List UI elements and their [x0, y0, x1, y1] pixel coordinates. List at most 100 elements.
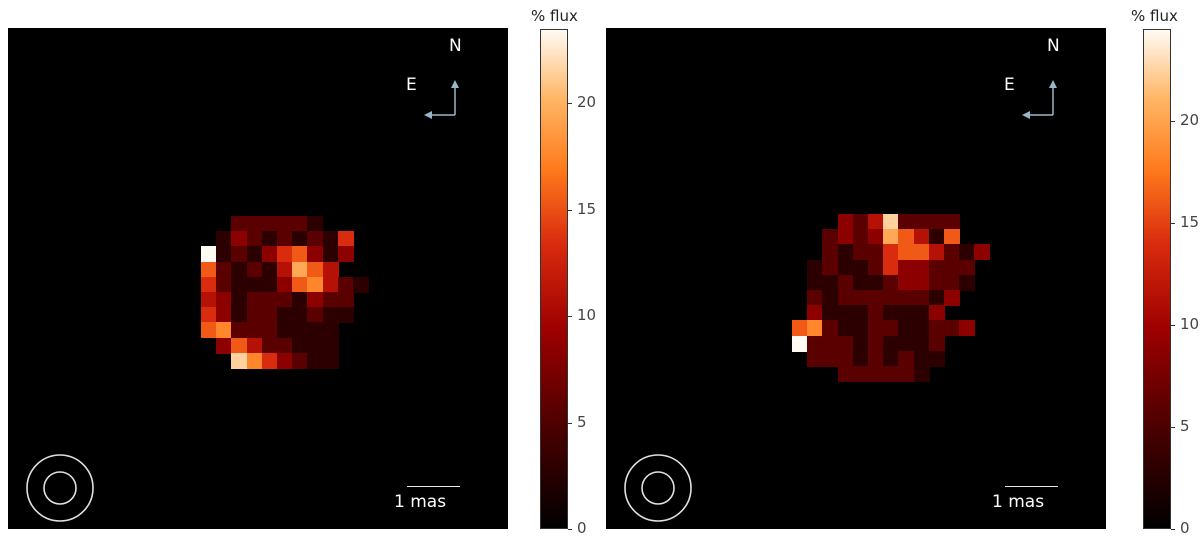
flux-pixel [307, 231, 324, 248]
flux-pixel [246, 276, 263, 293]
flux-pixel [337, 231, 354, 248]
flux-pixel [322, 276, 339, 293]
flux-pixel [868, 350, 884, 367]
colorbar-left [540, 29, 568, 529]
flux-pixel [201, 276, 217, 293]
flux-pixel [337, 276, 354, 293]
flux-pixel [913, 214, 930, 230]
flux-pixel [261, 276, 278, 293]
flux-pixel [807, 320, 824, 337]
flux-pixel [852, 335, 869, 352]
scale-bar-label: 1 mas [394, 492, 447, 512]
flux-pixel [337, 246, 354, 263]
flux-pixel [277, 322, 293, 339]
flux-pixel [883, 274, 900, 291]
colorbar-gradient [1144, 30, 1170, 528]
flux-pixel [959, 244, 976, 261]
flux-pixel [246, 322, 263, 339]
flux-pixel [216, 322, 233, 339]
flux-pixel [322, 352, 339, 369]
flux-pixel [868, 320, 884, 337]
flux-pixel [852, 214, 869, 230]
flux-pixel [959, 274, 976, 291]
flux-pixel [928, 274, 945, 291]
flux-pixel [883, 305, 900, 322]
colorbar-tick-label: 20 [577, 93, 597, 112]
flux-pixel [852, 366, 869, 382]
flux-pixel [822, 274, 839, 291]
flux-pixel [261, 307, 278, 324]
colorbar-tick-mark [1171, 529, 1175, 530]
flux-pixel [201, 261, 217, 278]
flux-pixel [852, 350, 869, 367]
flux-pixel [261, 337, 278, 354]
flux-pixel [868, 366, 884, 382]
flux-pixel [246, 307, 263, 324]
colorbar-tick-mark [568, 529, 572, 530]
flux-pixel [322, 231, 339, 248]
flux-pixel [913, 335, 930, 352]
flux-pixel [277, 337, 293, 354]
flux-pixel [852, 305, 869, 322]
flux-pixel [292, 231, 309, 248]
beam-circle-icon [26, 454, 94, 522]
flux-pixel [231, 261, 248, 278]
flux-pixel [807, 290, 824, 306]
flux-pixel [898, 290, 915, 306]
colorbar-tick-label: 0 [1180, 519, 1190, 537]
colorbar-tick-label: 15 [577, 199, 597, 218]
flux-pixel [898, 259, 915, 276]
flux-pixel [944, 244, 960, 261]
colorbar-tick-label: 10 [577, 306, 597, 325]
flux-pixel [246, 337, 263, 354]
flux-pixel [959, 320, 976, 337]
flux-pixel [944, 214, 960, 230]
flux-pixel [837, 350, 854, 367]
flux-pixel [822, 244, 839, 261]
flux-pixel [807, 274, 824, 291]
flux-pixel [837, 229, 854, 246]
flux-pixel [292, 337, 309, 354]
flux-pixel [883, 259, 900, 276]
flux-pixel [837, 305, 854, 322]
flux-pixel [928, 305, 945, 322]
colorbar-tick-label: 15 [1180, 212, 1200, 231]
colorbar-tick-label: 10 [1180, 314, 1200, 333]
flux-pixel [868, 305, 884, 322]
flux-pixel [883, 244, 900, 261]
scale-bar [1005, 486, 1058, 487]
flux-pixel [822, 350, 839, 367]
colorbar-tick-mark [1171, 120, 1175, 122]
flux-pixel [944, 229, 960, 246]
flux-pixel [292, 307, 309, 324]
flux-map-right: N E 1 mas [606, 28, 1106, 529]
flux-pixel [307, 216, 324, 232]
colorbar-tick-mark [568, 103, 572, 105]
flux-pixel [837, 214, 854, 230]
flux-pixel [307, 322, 324, 339]
flux-pixel [822, 335, 839, 352]
flux-pixel [898, 244, 915, 261]
flux-pixel [913, 320, 930, 337]
flux-pixel [792, 320, 808, 337]
flux-pixel [246, 292, 263, 308]
flux-pixel [292, 352, 309, 369]
flux-pixel [307, 246, 324, 263]
flux-pixel [822, 320, 839, 337]
flux-pixel [944, 290, 960, 306]
colorbar-gradient [541, 30, 567, 528]
flux-pixel [837, 244, 854, 261]
flux-pixel [898, 366, 915, 382]
colorbar-tick-mark [568, 422, 572, 424]
flux-pixel [837, 259, 854, 276]
flux-pixel [822, 229, 839, 246]
flux-pixel [277, 246, 293, 263]
compass-north-label: N [449, 36, 462, 56]
flux-pixel [261, 261, 278, 278]
flux-pixel [201, 307, 217, 324]
flux-pixel [868, 259, 884, 276]
flux-pixel [974, 244, 991, 261]
flux-pixel [292, 322, 309, 339]
flux-pixel [883, 366, 900, 382]
flux-pixel [322, 337, 339, 354]
